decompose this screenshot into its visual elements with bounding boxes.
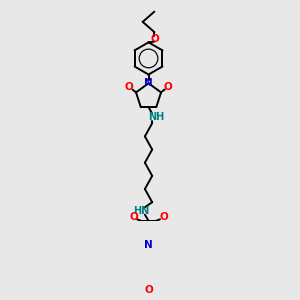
Text: O: O [159, 212, 168, 222]
Text: O: O [124, 82, 133, 92]
Text: N: N [144, 240, 153, 250]
Text: HN: HN [133, 206, 149, 216]
Text: N: N [144, 78, 153, 88]
Text: O: O [129, 212, 138, 222]
Text: O: O [144, 285, 153, 295]
Text: NH: NH [148, 112, 164, 122]
Text: O: O [150, 34, 159, 44]
Text: O: O [164, 82, 173, 92]
